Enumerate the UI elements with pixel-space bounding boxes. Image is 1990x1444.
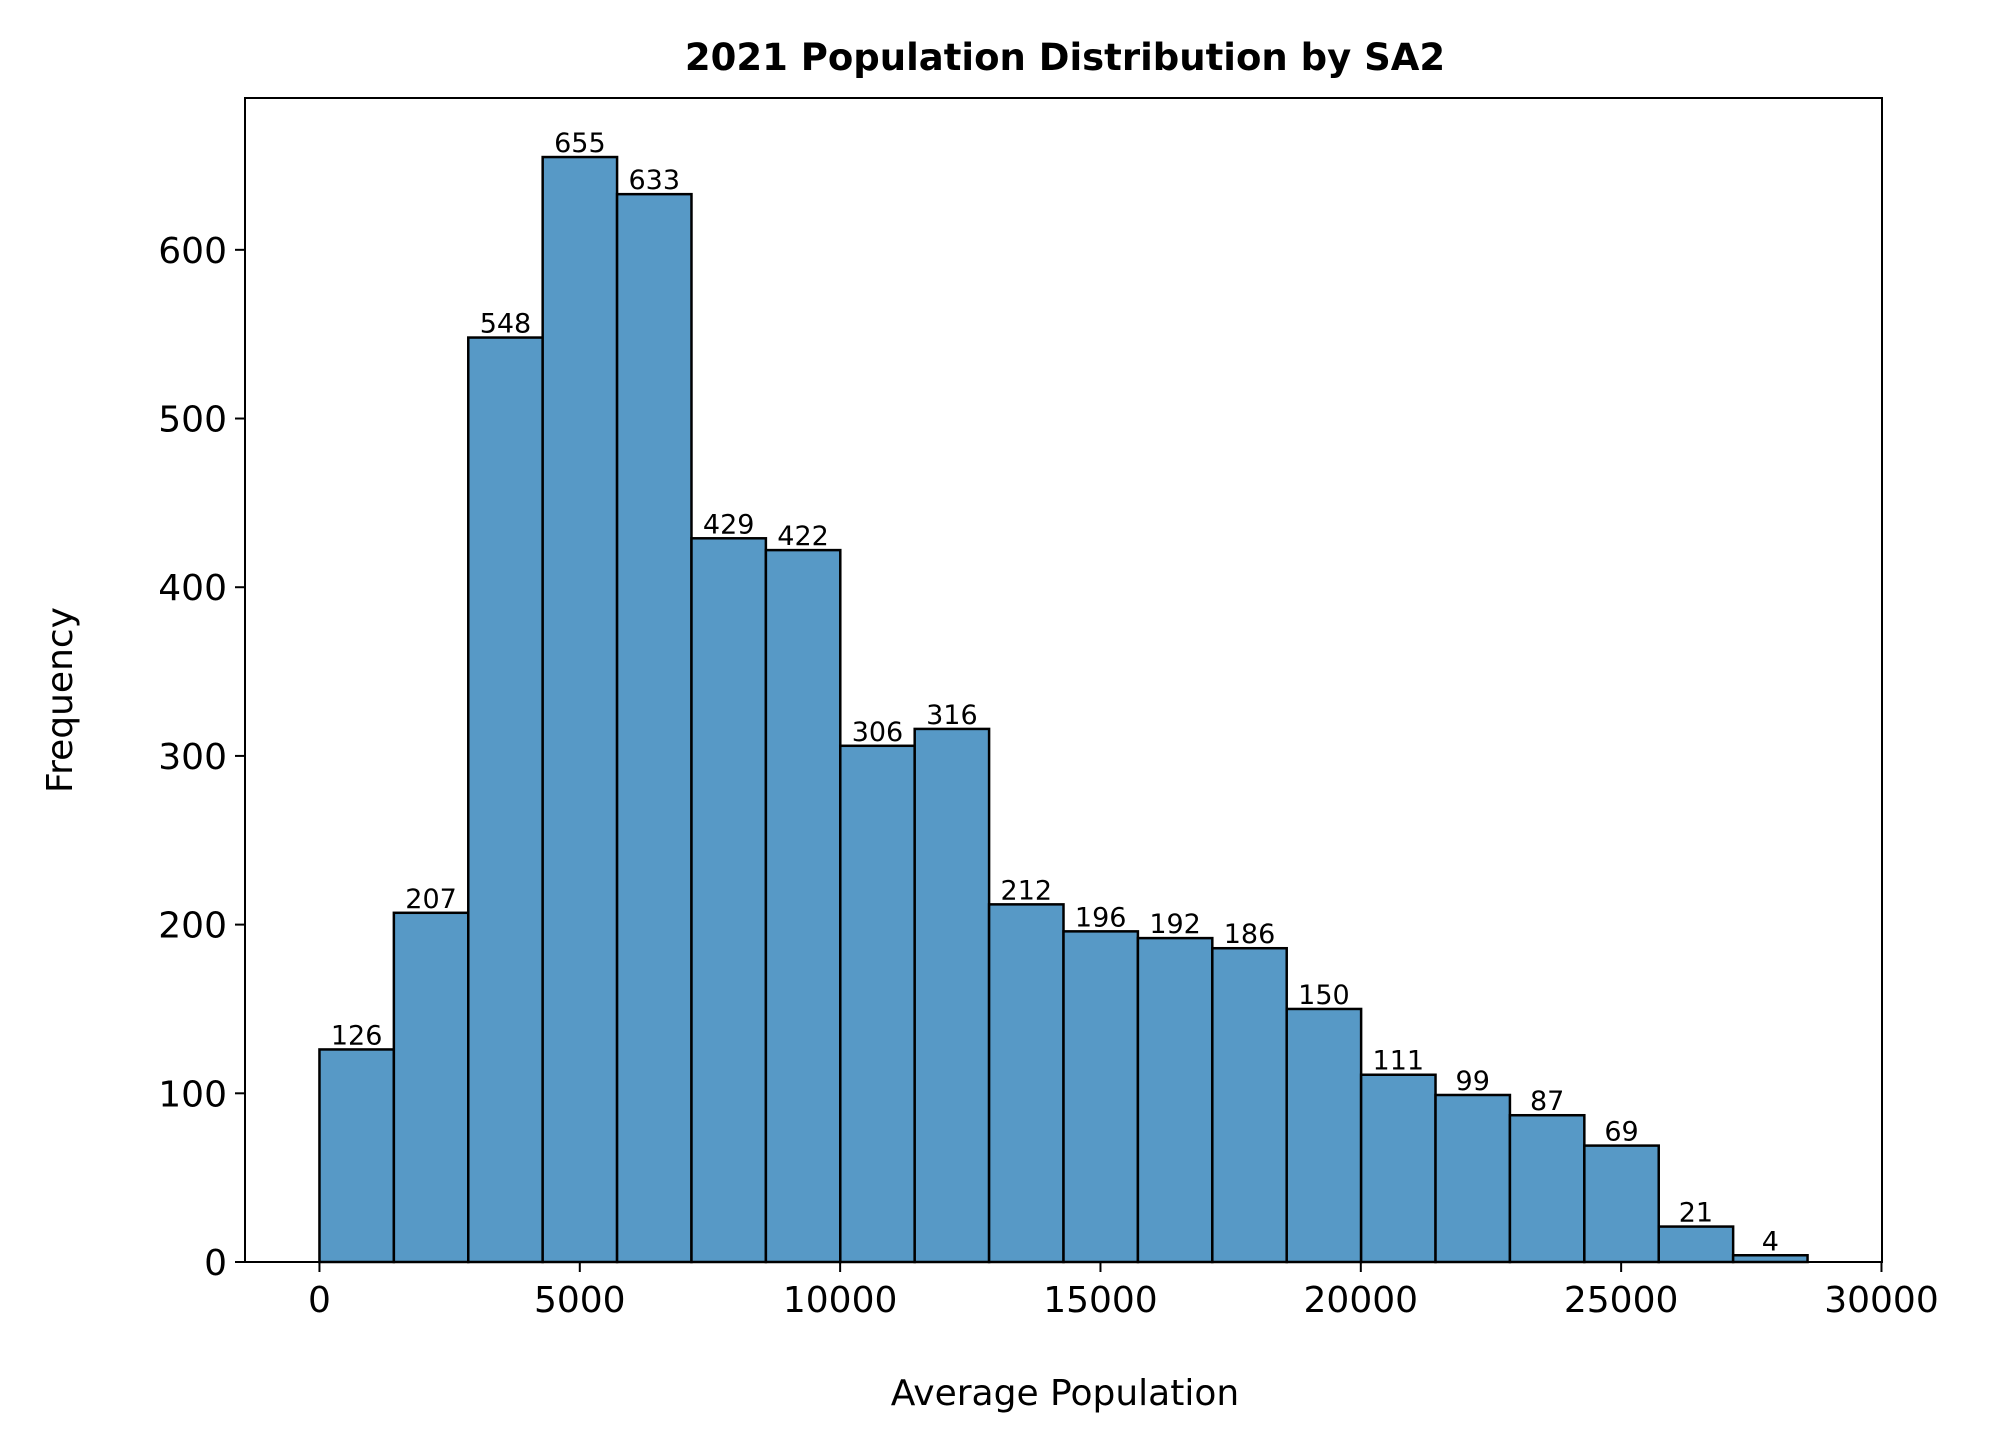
bar-value-label: 150 [1298,980,1350,1011]
chart-title: 2021 Population Distribution by SA2 [685,36,1445,79]
x-tick-label: 5000 [534,1280,626,1321]
bar-value-label: 422 [777,521,829,552]
bar-value-label: 4 [1762,1226,1779,1257]
bar-value-label: 186 [1224,919,1276,950]
histogram-bar [541,155,619,1264]
bar-value-label: 633 [629,165,681,196]
histogram-bar [1285,1007,1363,1264]
bar-value-label: 111 [1373,1046,1425,1077]
x-tick-label: 0 [308,1280,331,1321]
histogram-bar [1136,936,1214,1264]
bar-value-label: 99 [1456,1066,1490,1097]
y-tick-label: 100 [158,1074,227,1115]
bar-value-label: 126 [331,1020,383,1051]
plot-frame [244,97,1883,1263]
x-tick-label: 10000 [783,1280,898,1321]
bar-value-label: 655 [554,128,606,159]
histogram-bar [1657,1225,1735,1264]
histogram-bar [318,1048,396,1264]
histogram-bar [913,727,991,1264]
bar-value-label: 87 [1530,1086,1564,1117]
bar-value-label: 207 [405,884,457,915]
bar-value-label: 21 [1679,1198,1713,1229]
histogram-bar [987,903,1065,1264]
x-tick-label: 25000 [1564,1280,1679,1321]
histogram-bar [839,744,916,1264]
y-tick-label: 400 [158,568,227,609]
histogram-bar [764,548,842,1264]
y-tick-label: 200 [158,906,227,947]
x-tick-label: 20000 [1304,1280,1419,1321]
histogram-bar [1359,1073,1437,1264]
bars-layer [318,155,1809,1264]
histogram-bar [1434,1093,1512,1264]
bar-value-label: 69 [1604,1117,1638,1148]
y-tick-label: 0 [204,1243,227,1284]
bar-value-label: 316 [926,700,978,731]
y-tick-label: 600 [158,231,227,272]
bar-value-label: 306 [852,717,904,748]
histogram-bar [392,911,470,1264]
y-tick-label: 500 [158,400,227,441]
y-axis-label: Frequency [40,607,81,793]
histogram-bar [690,537,768,1264]
bar-value-label: 192 [1149,909,1201,940]
histogram-bar [1583,1144,1660,1264]
bar-value-label: 429 [703,509,755,540]
bar-value-label: 196 [1075,902,1127,933]
x-axis-label: Average Population [891,1373,1239,1414]
histogram-bar [467,336,544,1264]
y-tick-label: 300 [158,737,227,778]
x-tick-label: 30000 [1824,1280,1939,1321]
histogram-bar [1062,930,1140,1264]
bar-value-label: 212 [1001,875,1053,906]
data-labels-layer: 126 207 548 655 633 429 422 306 316 212 196 192 186 1… [331,128,1779,1257]
x-tick-label: 15000 [1043,1280,1158,1321]
axes-layer: 0 5000 10000 15000 20000 25000 30000 0 100 200 300… [158,97,1939,1321]
histogram-bar [615,192,693,1264]
histogram-bar [1508,1113,1586,1264]
histogram-bar [1211,946,1288,1264]
bar-value-label: 548 [480,309,532,340]
